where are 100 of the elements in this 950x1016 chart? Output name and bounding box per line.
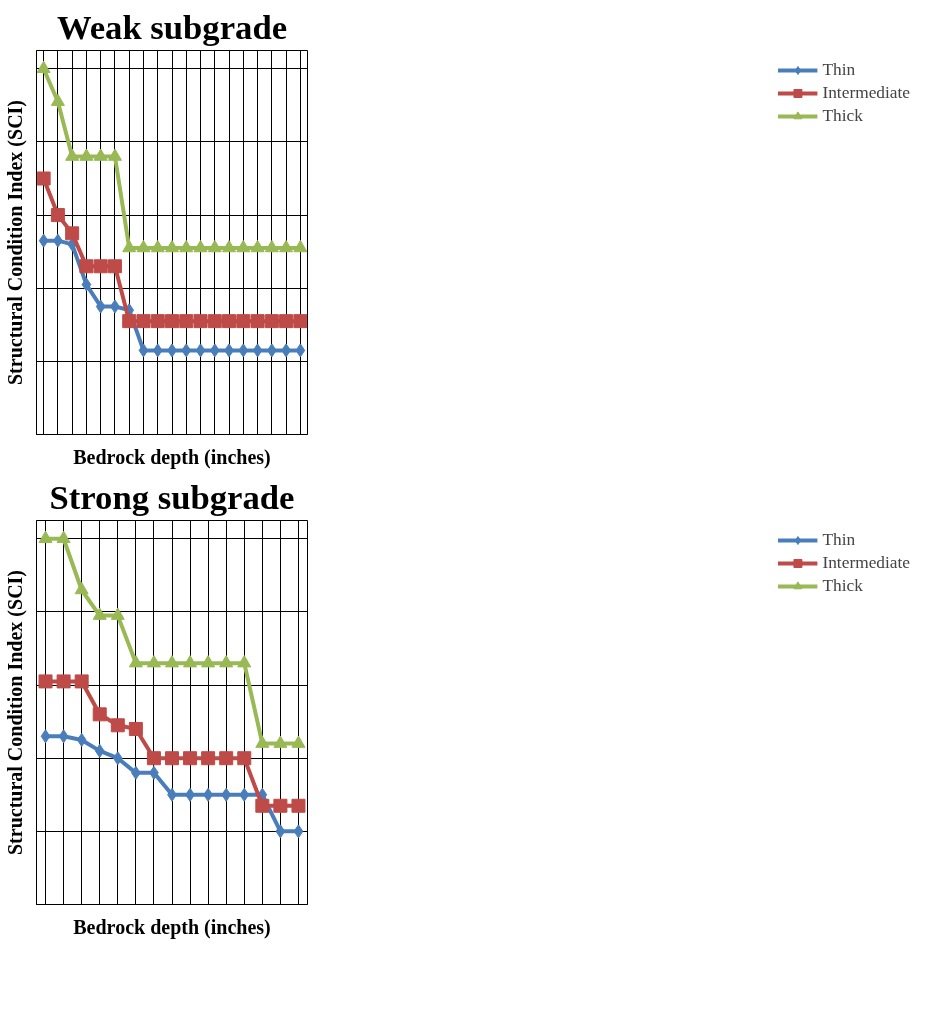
- point: [92, 707, 107, 722]
- point: [219, 751, 234, 766]
- point: [56, 674, 71, 689]
- point: [40, 729, 51, 744]
- point: [122, 314, 137, 329]
- point: [146, 751, 161, 766]
- point: [138, 343, 149, 358]
- point: [207, 239, 222, 253]
- point: [273, 798, 288, 813]
- legend-label: Thin: [822, 530, 856, 550]
- point: [165, 655, 179, 668]
- point: [279, 314, 294, 329]
- point: [93, 259, 108, 274]
- point: [195, 343, 206, 358]
- point: [128, 721, 143, 736]
- point: [65, 148, 80, 161]
- legend-label: Thin: [822, 60, 856, 80]
- point: [93, 148, 108, 161]
- legend-label: Intermediate: [822, 83, 910, 103]
- point: [183, 751, 198, 766]
- point: [221, 787, 232, 802]
- point: [255, 798, 270, 813]
- y-axis-title: Structural Condition Index (SCI): [3, 99, 27, 386]
- point: [95, 299, 106, 314]
- point: [291, 798, 306, 813]
- point: [193, 314, 208, 329]
- point: [165, 751, 179, 766]
- point: [179, 314, 194, 329]
- point: [76, 732, 87, 747]
- point: [38, 233, 49, 248]
- point: [293, 239, 308, 253]
- legend-label: Thick: [822, 106, 863, 126]
- point: [74, 674, 89, 689]
- point: [291, 735, 306, 748]
- x-axis-title: Bedrock depth (inches): [73, 915, 271, 939]
- point: [279, 239, 294, 253]
- point: [110, 607, 125, 620]
- point: [152, 343, 163, 358]
- point: [165, 239, 179, 253]
- point: [237, 751, 252, 766]
- point: [255, 735, 270, 748]
- point: [79, 148, 94, 161]
- point: [36, 60, 51, 74]
- point: [81, 277, 92, 292]
- point: [236, 314, 251, 329]
- point: [236, 239, 251, 253]
- point: [38, 530, 53, 544]
- point: [50, 93, 65, 106]
- point: [79, 259, 94, 274]
- point: [50, 208, 65, 223]
- point: [165, 314, 179, 329]
- point: [222, 239, 237, 253]
- point: [201, 751, 216, 766]
- point: [238, 343, 249, 358]
- point: [207, 314, 222, 329]
- point: [222, 314, 237, 329]
- point: [264, 314, 279, 329]
- point: [252, 343, 263, 358]
- legend-label: Intermediate: [822, 553, 910, 573]
- point: [201, 655, 216, 668]
- y-axis-title: Structural Condition Index (SCI): [3, 569, 27, 856]
- point: [36, 171, 51, 186]
- chart-title: Weak subgrade: [56, 7, 288, 46]
- point: [74, 581, 89, 595]
- point: [58, 729, 69, 744]
- point: [193, 239, 208, 253]
- point: [146, 655, 161, 668]
- point: [107, 148, 122, 161]
- x-axis-title: Bedrock depth (inches): [73, 445, 271, 469]
- point: [295, 343, 306, 358]
- point: [136, 314, 151, 329]
- chart-title: Strong subgrade: [49, 477, 295, 516]
- legend-label: Thick: [822, 576, 863, 596]
- point: [293, 824, 304, 839]
- point: [110, 718, 125, 733]
- point: [250, 314, 265, 329]
- point: [38, 674, 53, 689]
- point: [183, 655, 198, 668]
- point: [65, 226, 80, 241]
- point: [150, 314, 165, 329]
- point: [181, 343, 192, 358]
- point: [150, 239, 165, 253]
- point: [56, 530, 71, 544]
- point: [107, 259, 122, 274]
- point: [136, 239, 151, 253]
- point: [237, 655, 252, 668]
- point: [239, 787, 250, 802]
- point: [250, 239, 265, 253]
- point: [275, 824, 286, 839]
- point: [293, 314, 308, 329]
- point: [122, 239, 137, 253]
- point: [92, 607, 107, 620]
- point: [128, 655, 143, 668]
- point: [219, 655, 234, 668]
- point: [264, 239, 279, 253]
- point: [112, 751, 123, 766]
- point: [273, 735, 288, 748]
- point: [179, 239, 194, 253]
- point: [209, 343, 220, 358]
- point: [94, 743, 105, 758]
